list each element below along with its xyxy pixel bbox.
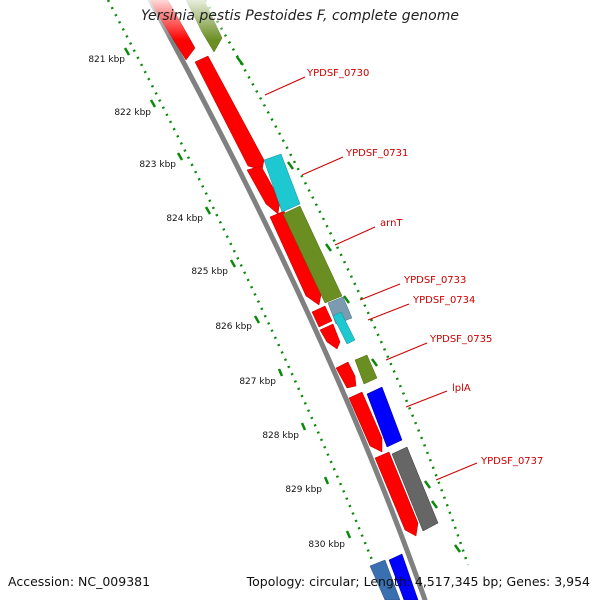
tick-label: 830 kbp bbox=[308, 540, 345, 550]
leader-line bbox=[301, 156, 344, 176]
tick-mark bbox=[345, 530, 352, 539]
gene-label[interactable]: YPDSF_0730 bbox=[306, 68, 369, 79]
tick-mark bbox=[123, 47, 131, 56]
accession-text: Accession: NC_009381 bbox=[8, 574, 151, 589]
gene-labels: YPDSF_0730 YPDSF_0731 arnT YPDSF_0733 YP… bbox=[306, 68, 543, 467]
guide-tick bbox=[423, 480, 432, 489]
gene-arrow[interactable] bbox=[319, 323, 341, 350]
gene-arrow[interactable] bbox=[366, 386, 403, 448]
guide-tick bbox=[286, 161, 295, 170]
tick-label: 824 kbp bbox=[166, 214, 203, 224]
tick-label: 827 kbp bbox=[239, 377, 276, 387]
guide-tick bbox=[370, 358, 379, 367]
guide-tick bbox=[453, 544, 462, 553]
tick-label: 829 kbp bbox=[285, 485, 322, 495]
tick-mark bbox=[229, 259, 237, 268]
leader-line bbox=[359, 283, 401, 301]
gene-arrow[interactable] bbox=[263, 153, 301, 213]
gene-arrow[interactable] bbox=[354, 354, 378, 385]
gene-arrow[interactable] bbox=[269, 210, 323, 306]
tick-label: 822 kbp bbox=[114, 108, 151, 118]
gene-arrow[interactable] bbox=[332, 311, 356, 345]
forward-strand-features bbox=[149, 0, 419, 537]
tick-labels: 821 kbp 822 kbp 823 kbp 824 kbp 825 kbp … bbox=[88, 55, 345, 550]
tick-mark bbox=[149, 99, 157, 108]
tick-mark bbox=[300, 422, 307, 431]
leader-line bbox=[385, 342, 428, 361]
leader-line bbox=[405, 390, 448, 408]
gene-label[interactable]: YPDSF_0735 bbox=[429, 334, 492, 345]
guide-tick bbox=[236, 56, 244, 66]
leader-line bbox=[367, 303, 410, 321]
guide-tick bbox=[324, 243, 333, 252]
gene-arrow[interactable] bbox=[391, 446, 439, 532]
gene-arrow[interactable] bbox=[282, 205, 343, 304]
gene-arrow[interactable] bbox=[194, 55, 265, 171]
gene-arrow[interactable] bbox=[311, 305, 333, 328]
tick-label: 826 kbp bbox=[215, 322, 252, 332]
leader-line bbox=[435, 462, 478, 481]
gene-label[interactable]: YPDSF_0731 bbox=[345, 148, 408, 159]
gene-label[interactable]: lplA bbox=[452, 383, 471, 394]
guide-tick bbox=[342, 295, 351, 304]
tick-mark bbox=[204, 206, 212, 215]
gene-label[interactable]: arnT bbox=[380, 218, 403, 229]
tick-mark bbox=[323, 476, 330, 485]
leader-line bbox=[264, 76, 306, 96]
tick-label: 825 kbp bbox=[191, 267, 228, 277]
reverse-strand-features bbox=[185, 0, 439, 601]
tick-mark bbox=[253, 315, 261, 324]
genome-summary-text: Topology: circular; Length: 4,517,345 bp… bbox=[246, 574, 590, 589]
tick-mark bbox=[176, 152, 184, 161]
gene-label[interactable]: YPDSF_0733 bbox=[403, 275, 466, 286]
guide-tick bbox=[430, 500, 439, 509]
gene-arrow[interactable] bbox=[246, 165, 281, 215]
tick-label: 821 kbp bbox=[88, 55, 125, 65]
gene-label[interactable]: YPDSF_0734 bbox=[412, 295, 475, 306]
tick-label: 823 kbp bbox=[139, 160, 176, 170]
gene-arrow[interactable] bbox=[374, 451, 419, 537]
gene-arrow[interactable] bbox=[335, 361, 357, 389]
tick-mark bbox=[277, 368, 284, 377]
tick-label: 828 kbp bbox=[262, 431, 299, 441]
genome-backbone bbox=[147, 0, 428, 603]
genome-title: Yersinia pestis Pestoides F, complete ge… bbox=[141, 8, 459, 24]
top-fade bbox=[140, 0, 260, 40]
leader-line bbox=[334, 226, 376, 246]
tick-marks bbox=[123, 47, 462, 553]
gene-arrow[interactable] bbox=[348, 391, 383, 453]
gene-label-lines bbox=[264, 76, 478, 481]
gene-label[interactable]: YPDSF_0737 bbox=[480, 456, 543, 467]
feature-guide-line bbox=[203, 0, 470, 566]
